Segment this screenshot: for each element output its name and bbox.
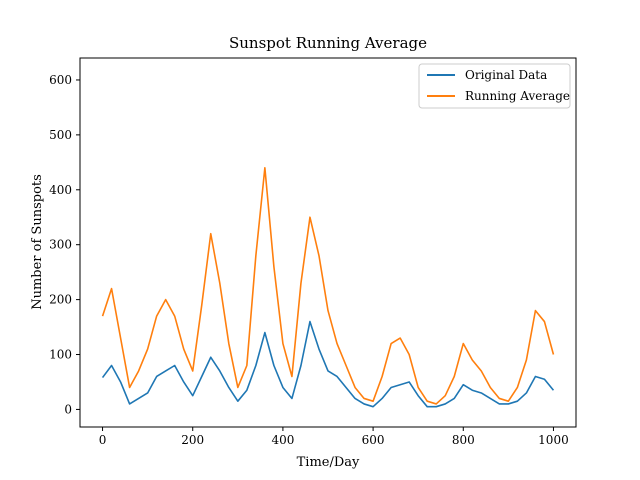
x-axis-label: Time/Day — [297, 455, 360, 470]
series-line-running-average — [101, 167, 555, 405]
y-axis-label: Number of Sunspots — [30, 174, 45, 310]
y-tick-label: 400 — [49, 183, 72, 197]
y-tick-label: 300 — [49, 238, 72, 252]
legend: Original Data Running Average — [418, 63, 571, 109]
y-tick-label: 0 — [64, 402, 72, 416]
y-tick-label: 500 — [49, 128, 72, 142]
y-tick-label: 100 — [49, 348, 72, 362]
legend-box — [418, 63, 571, 109]
x-tick-label: 600 — [362, 433, 385, 447]
x-tick-label: 400 — [271, 433, 294, 447]
legend-label-running: Running Average — [465, 89, 570, 103]
x-tick-label: 0 — [99, 433, 107, 447]
y-tick-label: 600 — [49, 73, 72, 87]
x-tick-label: 200 — [181, 433, 204, 447]
x-tick-label: 800 — [452, 433, 475, 447]
plot-area — [101, 167, 555, 408]
legend-label-original: Original Data — [465, 68, 547, 82]
x-tick-label: 1000 — [538, 433, 569, 447]
chart-title: Sunspot Running Average — [229, 34, 427, 52]
y-tick-label: 200 — [49, 293, 72, 307]
axis-ticks: 0 200 400 600 800 1000 0 100 200 300 400 500 600 — [49, 73, 569, 447]
series-line-original-data — [101, 320, 555, 408]
axes-frame — [79, 57, 577, 428]
